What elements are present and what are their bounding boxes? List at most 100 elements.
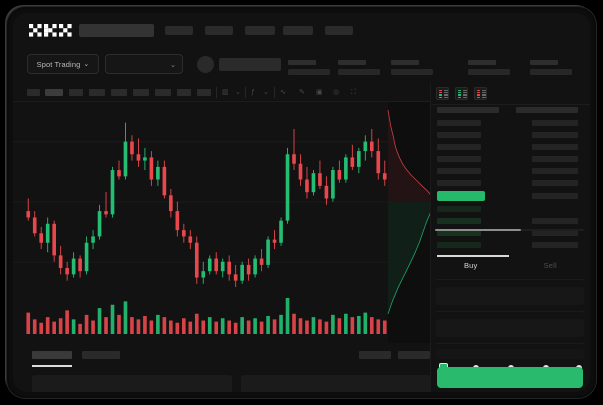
orderbook-ask-row-size-3[interactable] [532,144,578,150]
nav-item-5[interactable] [325,26,353,35]
footer-action-2[interactable] [398,351,430,359]
orderbook-bid-row-price-3[interactable] [437,230,481,236]
orderbook-ask-row-size-4[interactable] [532,156,578,162]
pair-selector-dropdown[interactable]: ⌄ [105,54,183,74]
orderbook-rows[interactable] [431,105,590,248]
form-divider-1 [436,279,584,280]
orderbook-ask-row-size-6[interactable] [532,180,578,186]
market-stat-2 [338,60,380,75]
order-form [431,279,590,392]
toolbar-divider-1 [216,87,217,98]
camera-icon[interactable]: ▣ [316,89,323,96]
main-area: ▥ ⌄ ƒ ⌄ ∿ ✎ ▣ ◎ ⛶ [13,83,590,392]
timeframe-button-9[interactable] [197,89,211,96]
market-stat-1 [288,60,330,75]
pencil-icon[interactable]: ✎ [299,89,305,96]
buy-tab-active-underline [437,255,509,257]
orderbook-bid-row-size-2[interactable] [532,218,578,224]
device-frame: Spot Trading ⌄ ⌄ [7,7,596,398]
timeframe-button-4[interactable] [89,89,105,96]
footer-action-1[interactable] [359,351,391,359]
market-stat-3-value [391,69,433,75]
order-price-field[interactable] [436,287,584,305]
orderbook-ask-row-size-1[interactable] [532,120,578,126]
header-search-input[interactable] [79,24,154,37]
market-stat-1-label [288,60,316,65]
order-panel: Buy Sell [430,83,590,392]
chart-footer [13,343,434,392]
nav-item-2[interactable] [205,26,233,35]
market-subheader: Spot Trading ⌄ ⌄ [13,46,590,83]
market-stat-2-label [338,60,366,65]
orderbook-last-price-row[interactable] [437,191,485,201]
market-stat-3 [391,60,433,75]
orderbook-ask-row-price-1[interactable] [437,120,481,126]
footer-tab-2[interactable] [82,351,120,359]
chart-toolbar: ▥ ⌄ ƒ ⌄ ∿ ✎ ▣ ◎ ⛶ [13,83,434,102]
orderbook-ask-row-size-5[interactable] [532,168,578,174]
market-stat-1-value [288,69,330,75]
market-stat-5-value [530,69,572,75]
chart-type-icon[interactable]: ▥ [222,89,229,96]
form-divider-2 [436,311,584,312]
timeframe-button-6[interactable] [133,89,149,96]
line-tool-icon[interactable]: ∿ [280,89,286,96]
market-stat-5 [530,60,572,75]
orderbook-bid-row-size-4[interactable] [532,242,578,248]
market-type-dropdown[interactable]: Spot Trading ⌄ [27,54,99,74]
orderbook-mode-bids-icon[interactable] [455,87,468,100]
tab-sell[interactable]: Sell [543,261,557,270]
orderbook-ask-row-price-6[interactable] [437,180,481,186]
timeframe-button-2[interactable] [45,89,63,96]
nav-item-4[interactable] [283,26,313,35]
orderbook-mode-asks-icon[interactable] [474,87,487,100]
nav-item-1[interactable] [165,26,193,35]
footer-tab-1[interactable] [32,351,72,359]
tab-buy[interactable]: Buy [463,261,478,270]
orderbook-ask-row-price-4[interactable] [437,156,481,162]
orderbook-bid-row-size-3[interactable] [532,230,578,236]
app-screen: Spot Trading ⌄ ⌄ [13,13,590,392]
order-total-field[interactable] [436,349,584,359]
footer-tab-active-underline [32,365,72,367]
okx-logo[interactable] [29,24,73,37]
footer-card-1[interactable] [32,375,232,392]
market-stat-5-label [530,60,558,65]
orderbook-ask-row-price-3[interactable] [437,144,481,150]
chart-type-caret-icon[interactable]: ⌄ [235,89,241,96]
chevron-down-icon: ⌄ [83,61,90,68]
indicators-caret-icon[interactable]: ⌄ [263,89,269,96]
timeframe-button-8[interactable] [177,89,191,96]
market-stat-3-label [391,60,419,65]
indicators-icon[interactable]: ƒ [251,89,255,96]
timeframe-button-5[interactable] [111,89,127,96]
orderbook-last-price-size[interactable] [532,193,578,199]
form-divider-3 [436,343,584,344]
orderbook-col-header-size [516,107,578,113]
timeframe-button-3[interactable] [69,89,83,96]
settings-gear-icon[interactable]: ◎ [333,89,340,96]
toolbar-divider-3 [274,87,275,98]
timeframe-button-1[interactable] [27,89,40,96]
timeframe-button-7[interactable] [155,89,171,96]
orderbook-ask-row-price-2[interactable] [437,132,481,138]
market-stat-4-value [468,69,510,75]
nav-item-3[interactable] [245,26,275,35]
coin-avatar [197,56,214,73]
fullscreen-icon[interactable]: ⛶ [351,89,356,96]
orderbook-scrollbar[interactable] [435,229,584,231]
price-chart[interactable] [13,102,434,343]
orderbook-bid-row-price-1[interactable] [437,206,481,212]
orderbook-bid-row-price-2[interactable] [437,218,481,224]
market-stat-2-value [338,69,380,75]
orderbook-mode-both-icon[interactable] [436,87,449,100]
orderbook-header-divider [431,104,590,105]
orderbook-bid-row-price-4[interactable] [437,242,481,248]
market-stat-4 [468,60,510,75]
order-amount-field[interactable] [436,319,584,337]
orderbook-ask-row-price-5[interactable] [437,168,481,174]
place-buy-order-button[interactable] [437,367,583,388]
orderbook-ask-row-size-2[interactable] [532,132,578,138]
orderbook-col-header-price [437,107,499,113]
footer-card-2[interactable] [241,375,431,392]
